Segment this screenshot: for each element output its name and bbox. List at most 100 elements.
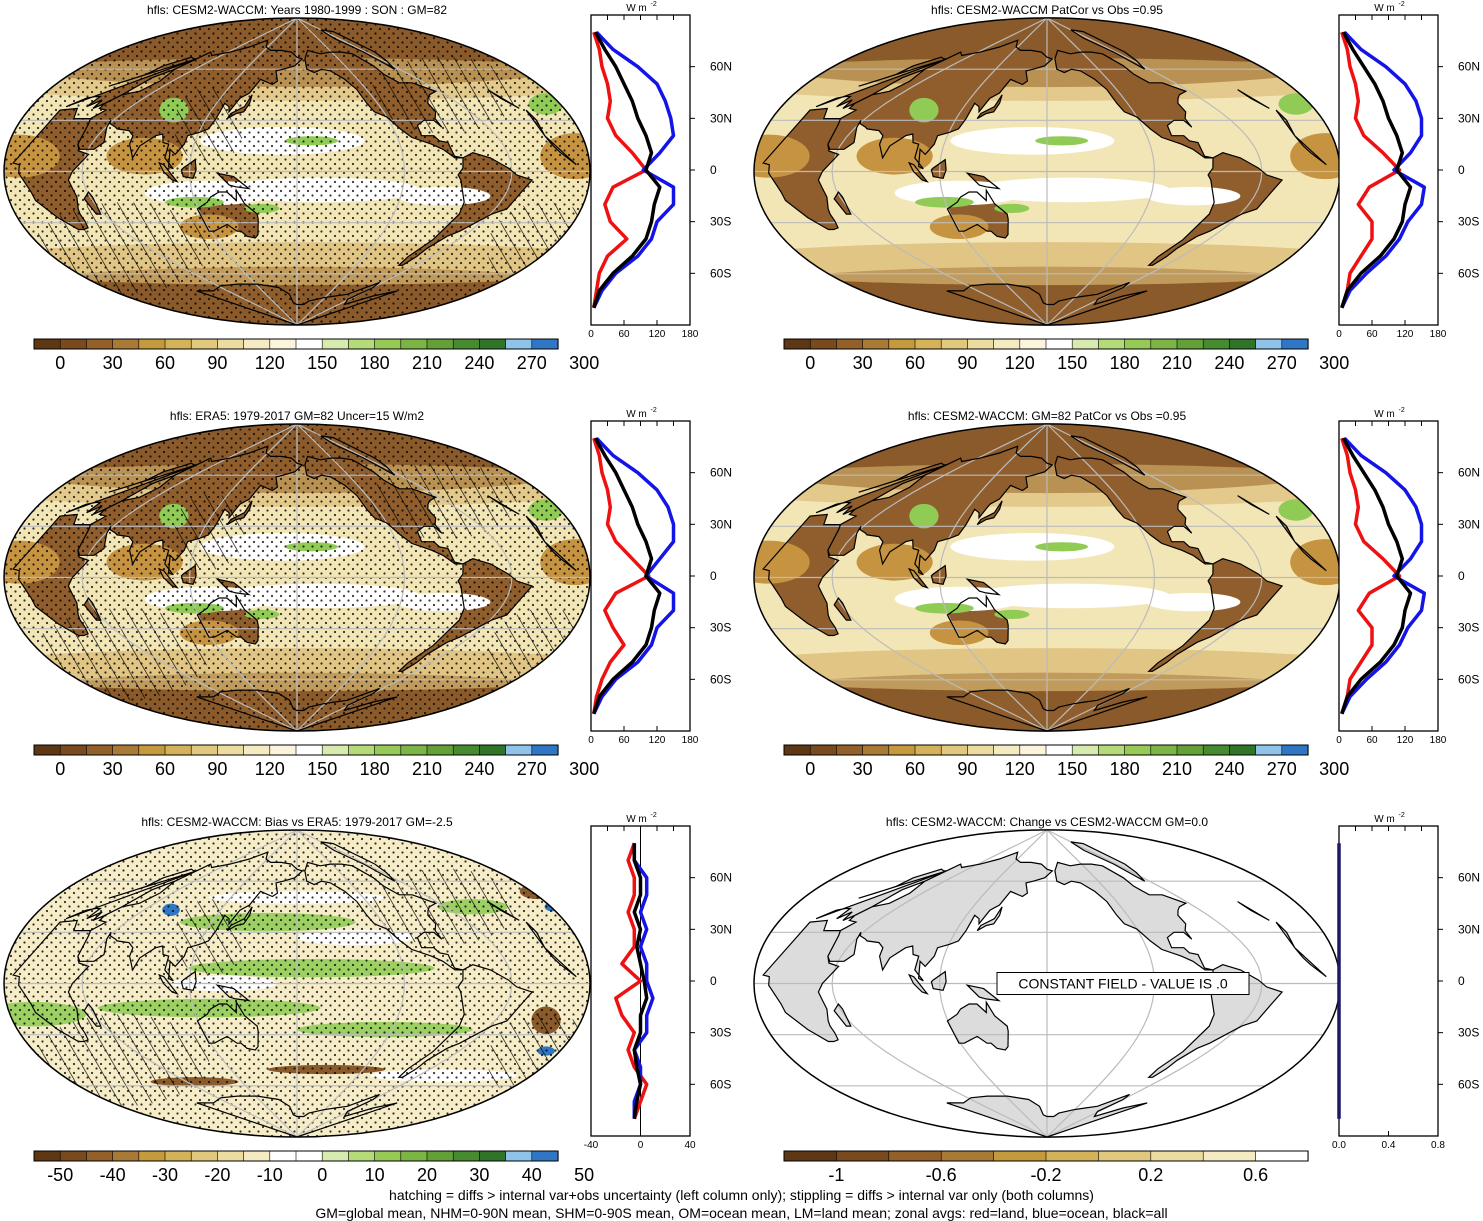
- hatching: [487, 608, 590, 701]
- colorbar-swatch: [1124, 338, 1152, 350]
- colorbar-tick-label: 180: [1110, 759, 1140, 779]
- zonal-x-label: 40: [684, 1140, 696, 1151]
- zonal-lat-label: 0: [1458, 163, 1465, 177]
- colorbar-tick-label: 210: [412, 759, 442, 779]
- map-field: [4, 424, 590, 731]
- colorbar-swatch: [1202, 744, 1230, 756]
- colorbar-swatch: [1098, 1150, 1152, 1162]
- map-field: [4, 830, 590, 1137]
- zonal-x-label: 120: [649, 329, 666, 340]
- colorbar-tick-label: 210: [412, 353, 442, 373]
- colorbar-tick-label: 60: [155, 759, 175, 779]
- zonal-lat-label: 60N: [710, 871, 732, 885]
- zonal-mean-6: W m -2 60N 30N 0 30S 60S 0.0 0.4 0.8: [1332, 812, 1480, 1151]
- colorbar-swatch: [426, 338, 454, 350]
- colorbar-tick-label: -0.2: [1030, 1165, 1061, 1185]
- colorbar-tick-label: 60: [905, 759, 925, 779]
- colorbar-swatch: [269, 338, 297, 350]
- colorbar-swatch: [1045, 744, 1073, 756]
- coastlines: [12, 841, 577, 1137]
- colorbar-tick-label: 10: [365, 1165, 385, 1185]
- zonal-unit-exponent: -2: [651, 812, 657, 819]
- land-moist: [1290, 539, 1341, 586]
- colorbar-tick-label: 150: [1057, 759, 1087, 779]
- zonal-mean-2: W m -2 60N 30N 0 30S 60S 0 60 120 180: [1336, 1, 1480, 340]
- land-fill: [763, 841, 1327, 1137]
- zonal-lat-label: 0: [710, 163, 717, 177]
- map-panel-5: hfls: CESM2-WACCM: Bias vs ERA5: 1979-20…: [3, 815, 591, 1138]
- colorbar-frame: [33, 1150, 559, 1162]
- colorbar-swatch: [164, 744, 192, 756]
- meridian: [188, 830, 298, 1137]
- colorbar-tick-label: 180: [1110, 353, 1140, 373]
- colorbar-tick-label: 0: [55, 353, 65, 373]
- annotation-box: [996, 972, 1250, 995]
- colorbar-swatch: [190, 1150, 218, 1162]
- colorbar-4: 0 30 60 90 120 150 180 210 240 270 300: [783, 744, 1349, 779]
- zonal-lat-label: 30N: [710, 111, 732, 125]
- colorbar-1: 0 30 60 90 120 150 180 210 240 270 300: [33, 338, 599, 373]
- map-border: [3, 829, 591, 1138]
- zonal-lat-label: 60S: [710, 266, 731, 280]
- zonal-x-label: 120: [649, 735, 666, 746]
- colorbar-tick-label: -0.6: [926, 1165, 957, 1185]
- zonal-lat-label: 60N: [1458, 871, 1480, 885]
- zonal-series-ocean: [632, 843, 655, 1119]
- colorbar-swatch: [505, 338, 533, 350]
- colorbar-swatch: [1124, 744, 1152, 756]
- colorbar-tick-label: 30: [103, 353, 123, 373]
- colorbar-swatch: [1098, 338, 1126, 350]
- zonal-unit: W m: [626, 3, 647, 14]
- zonal-x-label: 60: [618, 735, 630, 746]
- hatching: [487, 202, 590, 295]
- colorbar-tick-label: 270: [1267, 759, 1297, 779]
- zonal-lat-label: 30S: [710, 1026, 731, 1040]
- colorbar-swatch: [112, 744, 140, 756]
- meridian: [188, 424, 298, 731]
- zonal-x-label: 180: [682, 735, 699, 746]
- colorbar-swatch: [269, 744, 297, 756]
- zonal-unit-exponent: -2: [1399, 812, 1405, 819]
- colorbar-swatch: [400, 1150, 428, 1162]
- boundary-current-max: [909, 503, 939, 529]
- colorbar-swatch: [86, 1150, 114, 1162]
- colorbar-tick-label: 0: [805, 759, 815, 779]
- colorbar-swatch: [862, 744, 890, 756]
- colorbar-tick-label: 90: [957, 353, 977, 373]
- colorbar-tick-label: 300: [569, 353, 599, 373]
- zonal-unit-exponent: -2: [651, 407, 657, 414]
- colorbar-swatch: [940, 744, 969, 756]
- colorbar-tick-label: 150: [307, 759, 337, 779]
- colorbar-tick-label: -10: [257, 1165, 283, 1185]
- zonal-frame: [1338, 14, 1439, 326]
- zonal-lat-label: 60S: [710, 1077, 731, 1091]
- zonal-mean-4: W m -2 60N 30N 0 30S 60S 0 60 120 180: [1336, 407, 1480, 746]
- colorbar-tick-label: 30: [853, 759, 873, 779]
- meridian: [831, 17, 1048, 326]
- colorbar-swatch: [888, 744, 916, 756]
- colorbar-swatch: [783, 338, 811, 350]
- meridian: [188, 17, 298, 325]
- zonal-x-label: 0: [588, 735, 594, 746]
- zonal-x-label: 0: [1336, 735, 1342, 746]
- zonal-series-all: [592, 437, 662, 715]
- colorbar-swatch: [426, 744, 454, 756]
- zonal-lat-label: 0: [710, 974, 717, 988]
- zonal-lat-label: 30S: [1458, 1026, 1479, 1040]
- colorbar-swatch: [993, 744, 1021, 756]
- colorbar-swatch: [374, 338, 402, 350]
- colorbar-swatch: [479, 1150, 507, 1162]
- zonal-x-label: 0.0: [1332, 1140, 1346, 1151]
- meridian: [296, 17, 406, 325]
- zonal-unit-exponent: -2: [651, 1, 657, 8]
- map-field: [753, 423, 1341, 732]
- zonal-lat-label: 30N: [710, 517, 732, 531]
- colorbar-swatch: [33, 744, 61, 756]
- zonal-x-label: 0.4: [1382, 1140, 1396, 1151]
- zonal-frame: [590, 420, 691, 732]
- colorbar-swatch: [426, 1150, 454, 1162]
- colorbar-tick-label: 270: [517, 353, 547, 373]
- colorbar-swatch: [217, 744, 245, 756]
- zonal-series-all: [1340, 437, 1413, 715]
- land-fill: [763, 29, 1327, 326]
